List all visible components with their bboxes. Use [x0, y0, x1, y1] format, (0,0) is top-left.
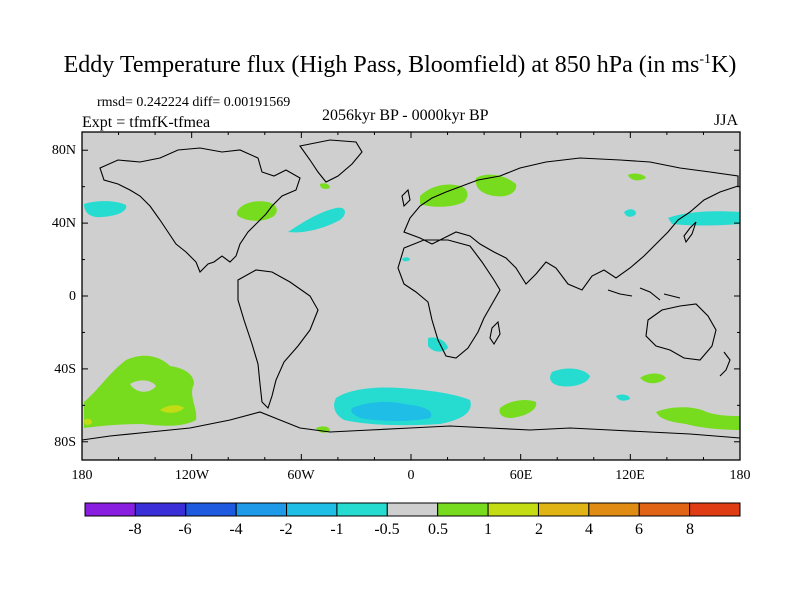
title-suffix: K): [711, 52, 737, 78]
coast-japan: [683, 221, 697, 244]
anomaly-south-indian: [550, 368, 590, 387]
anomaly-tropical-atlantic-small: [402, 257, 410, 262]
colorbar-swatch: [638, 502, 691, 517]
colorbar-swatch: [336, 502, 388, 517]
anomaly-canada-small: [320, 183, 330, 189]
anomaly-europe: [420, 184, 468, 207]
colorbar-label: -0.5: [374, 521, 400, 538]
coast-greenland: [299, 139, 363, 183]
colorbar-label: -2: [279, 521, 293, 538]
colorbar-swatch: [84, 502, 136, 517]
anomaly-south-australia-positive: [640, 373, 666, 384]
coast-antarctica: [81, 411, 741, 441]
anomaly-southern-ocean-core: [351, 401, 432, 421]
title-superscript: -1: [699, 52, 712, 67]
colorbar-swatch: [437, 502, 489, 517]
experiment-text: Expt = tfmfK-tfmea: [82, 114, 211, 131]
colorbar-swatch: [537, 502, 590, 517]
coast-madagascar: [489, 320, 501, 346]
colorbar-label: -4: [229, 521, 243, 538]
anomaly-north-atlantic: [288, 207, 345, 233]
anomaly-siberia-small: [628, 173, 646, 181]
lat-label-40n: 40N: [51, 216, 76, 231]
map-title: Eddy Temperature flux (High Pass, Bloomf…: [0, 52, 800, 79]
colorbar-label: -8: [128, 521, 142, 538]
season-text: JJA: [714, 112, 739, 129]
coast-africa: [397, 239, 501, 359]
anomaly-northeast-pacific: [84, 201, 127, 218]
colorbar-swatch: [386, 502, 439, 517]
axis-ticks: [81, 132, 741, 460]
coast-north-america: [99, 147, 301, 273]
coast-indonesia: [607, 287, 681, 301]
anomaly-south-pacific-inner: [130, 380, 156, 392]
anomaly-scandinavia: [475, 174, 517, 197]
lat-label-0: 0: [69, 289, 76, 304]
anomaly-southeast-pacific-positive: [656, 407, 740, 430]
anomaly-patches: [84, 173, 740, 433]
title-main: Eddy Temperature flux (High Pass, Bloomf…: [63, 52, 700, 78]
period-text: 2056kyr BP - 0000kyr BP: [322, 107, 489, 124]
anomaly-north-asia-small: [624, 209, 636, 217]
colorbar-swatch: [134, 502, 187, 517]
coast-australia: [645, 303, 717, 361]
colorbar-label: 1: [484, 521, 492, 538]
lat-label-40s: 40S: [54, 362, 76, 377]
colorbar-label: 4: [585, 521, 593, 538]
colorbar-label: 2: [535, 521, 543, 538]
colorbar-label: 0.5: [428, 521, 448, 538]
lon-label-0: 0: [407, 468, 415, 483]
colorbar-swatch: [235, 502, 288, 517]
lon-label-180w: 180: [71, 468, 93, 483]
anomaly-southern-indian-positive: [499, 400, 537, 418]
colorbar-label: 6: [635, 521, 643, 538]
lon-label-180e: 180: [729, 468, 751, 483]
anomaly-south-pacific-strong: [160, 405, 184, 413]
colorbar-swatch: [588, 502, 640, 517]
lat-label-80s: 80S: [54, 435, 76, 450]
anomaly-south-africa-small: [428, 337, 448, 352]
coastlines: [81, 139, 741, 441]
anomaly-east-north-america: [236, 201, 277, 221]
lat-label-80n: 80N: [51, 143, 76, 158]
coast-eurasia: [403, 157, 739, 291]
lon-label-60w: 60W: [287, 468, 315, 483]
coast-new-zealand: [719, 351, 731, 377]
colorbar-swatch: [487, 502, 539, 517]
colorbar-label: 8: [686, 521, 694, 538]
colorbar-label: -1: [330, 521, 344, 538]
colorbar-swatch: [689, 502, 741, 517]
stats-text: rmsd= 0.242224 diff= 0.00191569: [97, 95, 291, 110]
anomaly-south-pacific-strong-west: [84, 419, 92, 425]
lon-label-120e: 120E: [615, 468, 645, 483]
colorbar-swatch: [185, 502, 237, 517]
colorbar: [84, 502, 741, 517]
lon-label-120w: 120W: [174, 468, 210, 483]
coast-south-america: [237, 269, 319, 410]
colorbar-label: -6: [178, 521, 192, 538]
anomaly-south-pacific-small-negative: [616, 394, 630, 401]
lon-label-60e: 60E: [509, 468, 533, 483]
coast-uk: [401, 188, 411, 208]
colorbar-swatch: [286, 502, 338, 517]
